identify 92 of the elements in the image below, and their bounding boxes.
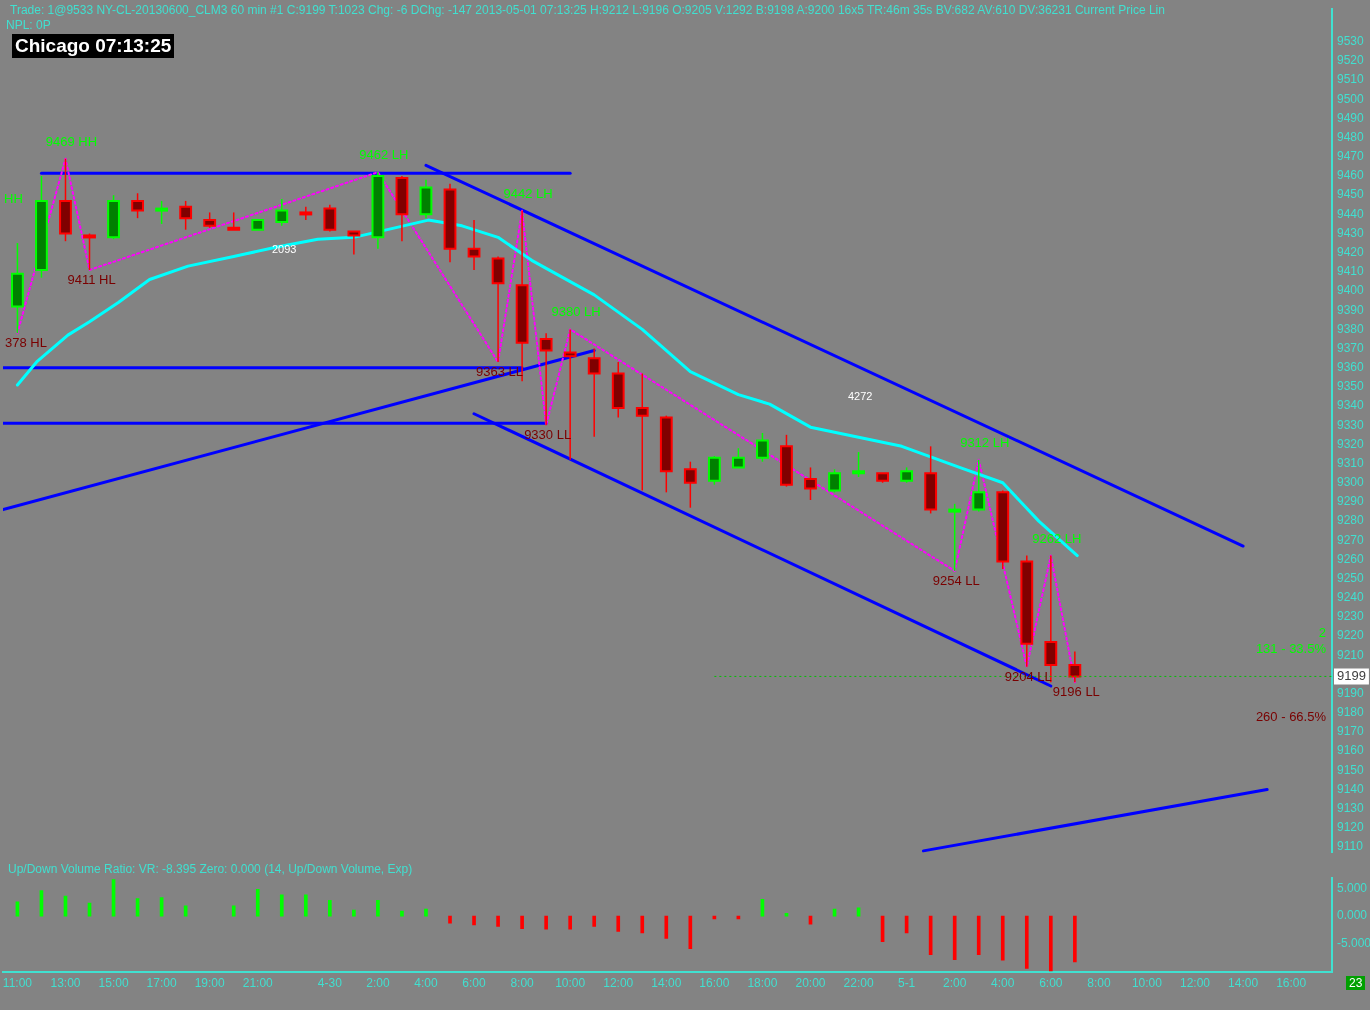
annotation: 260 - 66.5%	[1255, 709, 1326, 724]
x-tick-label: 5-1	[897, 976, 916, 991]
y-tick-label: 9480	[1337, 129, 1365, 144]
y-tick-label: 9390	[1337, 302, 1365, 317]
x-tick-label: 14:00	[1228, 976, 1259, 991]
y-tick-label: 9470	[1337, 149, 1365, 164]
x-tick-label: 18:00	[747, 976, 778, 991]
y-tick-label: 9450	[1337, 187, 1365, 202]
y-tick-label: 9310	[1337, 455, 1365, 470]
y-tick-label: 9530	[1337, 34, 1365, 49]
x-tick-label: 2:00	[366, 976, 390, 991]
y-tick-label: 9110	[1337, 839, 1364, 854]
y-tick-label: 9210	[1337, 647, 1365, 662]
y-tick-label: 9230	[1337, 609, 1365, 624]
y-tick-label: 9360	[1337, 360, 1365, 375]
y-tick-label: 9430	[1337, 225, 1365, 240]
y-tick-label: 0.000	[1337, 908, 1368, 923]
x-tick-label: 21:00	[242, 976, 274, 991]
y-tick-label: 9420	[1337, 245, 1365, 260]
y-tick-label: 9160	[1337, 743, 1365, 758]
y-tick-label: 9250	[1337, 570, 1365, 585]
text: NPL: 0P	[6, 18, 51, 32]
annotation: 9469 HH	[45, 133, 98, 149]
annotation: 4272	[848, 390, 873, 402]
y-tick-label: 9130	[1337, 801, 1365, 816]
x-tick-label: 2:00	[943, 976, 967, 991]
annotation: 2	[1318, 625, 1326, 640]
annotation: 9442 LH	[503, 185, 553, 201]
annotation: 378 HL	[5, 335, 47, 351]
y-tick-label: 9400	[1337, 283, 1365, 298]
y-tick-label: 9320	[1337, 436, 1365, 451]
x-tick-label: 20:00	[795, 976, 826, 991]
y-tick-label: 9300	[1337, 475, 1365, 490]
text: 23	[1346, 976, 1366, 990]
y-tick-label: 9380	[1337, 321, 1365, 336]
chart-title: Up/Down Volume Ratio: VR: -8.395 Zero: 0.000 (14, Up/Down Volume, Exp)	[8, 862, 413, 876]
x-tick-label: 16:00	[699, 976, 730, 991]
y-tick-label: 9500	[1337, 91, 1365, 106]
chart-title: Trade: 1@9533 NY-CL-20130600_CLM3 60 min #1 C:9199 T:1023 Chg: -6 DChg: -147 2013-05-01 07:13:25 H:9212 L:9196 O:9205 V:1292 B:9198 A:9200 16x5 TR:46m 35s BV:682 AV:610 DV:36231 Current Price Lin	[10, 3, 1165, 17]
y-tick-label: 9140	[1337, 781, 1365, 796]
x-tick-label: 10:00	[555, 976, 586, 991]
y-tick-label: 9190	[1337, 685, 1365, 700]
y-tick-label: 9440	[1337, 206, 1365, 221]
y-tick-label: 9240	[1337, 590, 1365, 605]
x-tick-label: 15:00	[98, 976, 129, 991]
x-tick-label: 8:00	[510, 976, 535, 991]
x-tick-label: 12:00	[1180, 976, 1211, 991]
y-tick-label: 9120	[1337, 820, 1365, 835]
x-tick-label: 13:00	[50, 976, 81, 991]
y-tick-label: 9510	[1337, 72, 1365, 87]
y-tick-label: 9330	[1337, 417, 1365, 432]
x-tick-label: 4:00	[991, 976, 1015, 991]
y-tick-label: 9220	[1337, 628, 1365, 643]
y-tick-label: 9290	[1337, 494, 1365, 509]
y-tick-label: 9280	[1337, 513, 1365, 528]
annotation: 9312 LH	[960, 434, 1010, 450]
x-tick-label: 6:00	[462, 976, 487, 991]
annotation: 9462 LH	[359, 147, 409, 163]
x-tick-label: 17:00	[146, 976, 177, 991]
x-tick-label: 4-30	[317, 976, 343, 991]
annotation: 9196 LL	[1052, 684, 1100, 700]
x-tick-label: 4:00	[414, 976, 438, 991]
annotation: 9411 HL	[67, 272, 116, 288]
x-tick-label: 16:00	[1276, 976, 1307, 991]
y-tick-label: 9340	[1337, 398, 1365, 413]
annotation: 131 - 33.5%	[1255, 641, 1326, 656]
y-tick-label: 9520	[1337, 53, 1365, 68]
x-tick-label: 6:00	[1039, 976, 1063, 991]
y-tick-label: 9260	[1337, 551, 1365, 566]
y-tick-label: 9150	[1337, 762, 1365, 777]
x-tick-label: 11:00	[2, 976, 33, 991]
ref-line-label: 9199	[1337, 667, 1366, 683]
y-tick-label: 9460	[1337, 168, 1365, 183]
x-tick-label: 22:00	[843, 976, 874, 991]
x-tick-label: 12:00	[603, 976, 634, 991]
y-tick-label: 9410	[1337, 264, 1365, 279]
y-tick-label: 9270	[1337, 532, 1365, 547]
annotation: HH	[4, 191, 23, 206]
y-tick-label: 9490	[1337, 110, 1365, 125]
y-tick-label: 9180	[1337, 705, 1365, 720]
x-tick-label: 10:00	[1131, 976, 1163, 991]
y-tick-label: 9350	[1337, 379, 1365, 394]
annotation: Chicago 07:13:25	[12, 34, 175, 58]
y-tick-label: 9170	[1337, 724, 1365, 739]
x-tick-label: 19:00	[194, 976, 226, 991]
annotation: 9380 LH	[551, 304, 601, 320]
y-tick-label: -5.000	[1337, 935, 1370, 950]
y-tick-label: 5.000	[1337, 881, 1368, 896]
annotation: 9254 LL	[932, 573, 980, 589]
x-tick-label: 14:00	[651, 976, 682, 991]
y-tick-label: 9370	[1337, 340, 1365, 355]
x-tick-label: 8:00	[1087, 976, 1111, 991]
